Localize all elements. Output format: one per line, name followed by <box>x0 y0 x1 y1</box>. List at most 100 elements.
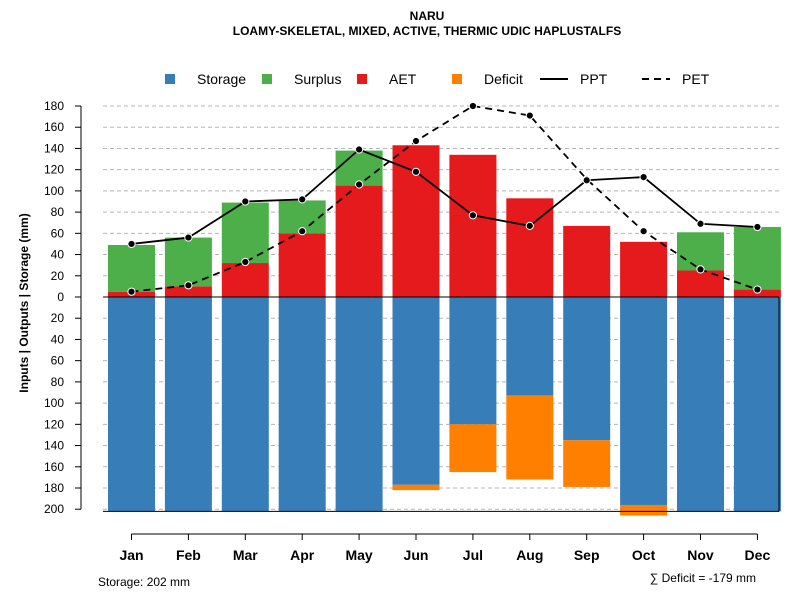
y-tick-label: 120 <box>44 417 64 431</box>
x-tick-label: Dec <box>745 547 771 563</box>
legend: Storage Surplus AET Deficit PPT PET <box>165 71 710 87</box>
bar-aet <box>620 241 668 297</box>
bar-deficit <box>620 504 668 516</box>
ppt-point <box>639 172 648 182</box>
ppt-point <box>241 197 250 206</box>
x-tick-label: Mar <box>233 547 258 563</box>
pet-point <box>184 281 193 290</box>
y-axis-label: Inputs | Outputs | Storage (mm) <box>17 213 31 392</box>
bar-storage <box>164 297 212 512</box>
legend-label: AET <box>389 71 417 87</box>
bar-storage <box>221 297 269 512</box>
pet-point <box>696 265 705 274</box>
bar-surplus <box>677 232 724 271</box>
pet-point <box>411 136 421 146</box>
bar-storage <box>335 297 383 512</box>
bar-aet <box>506 198 554 297</box>
bar-aet <box>563 225 611 297</box>
y-tick-label: 140 <box>44 439 64 453</box>
legend-swatch <box>357 74 367 84</box>
legend-label: PPT <box>580 71 608 87</box>
bar-aet <box>164 286 212 297</box>
legend-swatch <box>452 74 462 84</box>
ppt-point <box>753 222 762 232</box>
bar-surplus <box>733 226 781 290</box>
y-tick-label: 20 <box>51 311 65 325</box>
ppt-point <box>411 167 421 176</box>
pet-line <box>131 105 758 293</box>
x-tick-label: Jan <box>119 547 143 563</box>
pet-point <box>127 287 136 296</box>
legend-label: Surplus <box>294 71 341 87</box>
bar-aet <box>449 154 497 297</box>
y-tick-label: 120 <box>44 163 64 177</box>
legend-swatch <box>262 74 272 84</box>
pet-point <box>298 227 307 236</box>
ppt-point <box>696 219 705 228</box>
axes: 1801601401201008060402002040608010012014… <box>44 99 770 563</box>
x-tick-label: Feb <box>176 547 201 563</box>
bar-deficit <box>506 395 554 480</box>
bar-storage <box>506 297 554 396</box>
x-tick-label: Sep <box>574 547 600 563</box>
pet-point <box>525 111 534 120</box>
bar-deficit <box>392 484 440 491</box>
x-tick-label: Nov <box>687 547 714 563</box>
bar-storage <box>278 297 326 512</box>
bar-aet <box>278 233 326 297</box>
bar-storage <box>563 297 611 441</box>
bar-aet <box>335 185 383 297</box>
ppt-point <box>127 239 136 249</box>
ppt-point <box>468 211 477 220</box>
bar-storage <box>449 297 497 425</box>
bar-storage <box>733 297 781 512</box>
bar-deficit <box>449 424 497 473</box>
bar-surplus <box>108 245 155 292</box>
y-tick-label: 180 <box>44 99 64 113</box>
bars <box>103 145 781 516</box>
y-tick-label: 80 <box>51 375 65 389</box>
x-tick-label: May <box>345 547 372 563</box>
pet-point <box>639 227 648 236</box>
x-tick-label: Oct <box>632 547 656 563</box>
x-tick-label: Jun <box>404 547 429 563</box>
series-lines <box>127 101 762 296</box>
pet-point <box>355 180 364 189</box>
pet-point <box>241 257 250 267</box>
y-tick-label: 60 <box>51 226 65 240</box>
y-tick-label: 20 <box>51 269 65 283</box>
chart-title: NARU <box>410 9 445 23</box>
x-tick-label: Jul <box>463 547 483 563</box>
x-tick-label: Apr <box>290 547 315 563</box>
y-tick-label: 100 <box>44 396 64 410</box>
ppt-point <box>184 233 193 242</box>
y-tick-label: 0 <box>57 290 64 304</box>
y-tick-label: 160 <box>44 460 64 474</box>
ppt-point <box>582 176 591 185</box>
y-tick-label: 200 <box>44 502 64 516</box>
deficit-note: ∑ Deficit = -179 mm <box>650 571 756 585</box>
legend-swatch <box>165 74 175 84</box>
bar-storage <box>620 297 668 505</box>
y-tick-label: 140 <box>44 141 64 155</box>
x-tick-label: Aug <box>516 547 543 563</box>
y-tick-label: 60 <box>51 354 65 368</box>
pet-point <box>468 101 477 111</box>
bar-storage <box>108 297 155 512</box>
y-tick-label: 180 <box>44 481 64 495</box>
bar-deficit <box>563 440 611 487</box>
ppt-point <box>298 195 307 204</box>
y-tick-label: 160 <box>44 120 64 134</box>
bar-storage <box>677 297 724 512</box>
legend-label: Deficit <box>484 71 523 87</box>
storage-note: Storage: 202 mm <box>98 575 190 589</box>
y-tick-label: 40 <box>51 332 65 346</box>
legend-label: Storage <box>197 71 246 87</box>
legend-label: PET <box>682 71 710 87</box>
chart-subtitle: LOAMY-SKELETAL, MIXED, ACTIVE, THERMIC U… <box>233 24 621 38</box>
ppt-point <box>525 221 534 231</box>
y-tick-label: 40 <box>51 248 65 262</box>
bar-storage <box>392 297 440 485</box>
ppt-line <box>131 148 758 245</box>
